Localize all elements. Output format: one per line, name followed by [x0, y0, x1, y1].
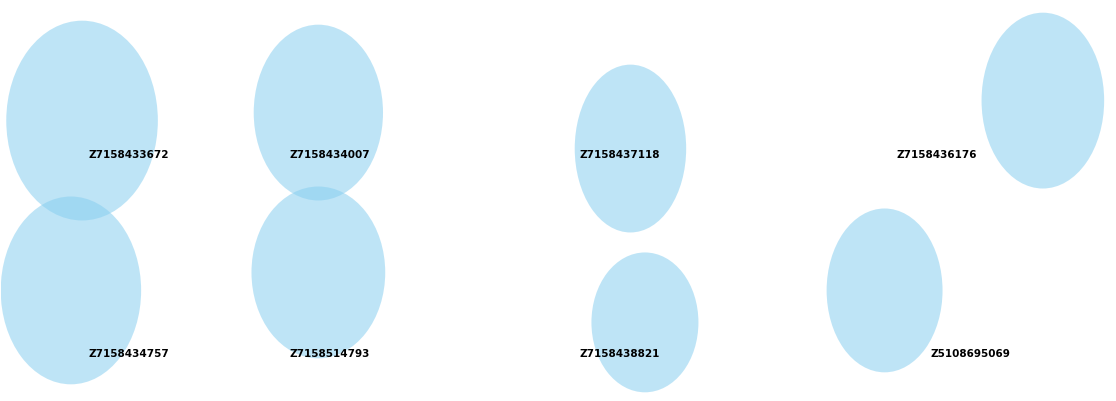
Text: Z5108695069: Z5108695069: [931, 349, 1010, 359]
Ellipse shape: [7, 21, 157, 221]
Ellipse shape: [827, 209, 943, 373]
Text: Z7158437118: Z7158437118: [579, 150, 660, 160]
Text: Z7158434757: Z7158434757: [88, 349, 170, 359]
Text: Z7158434007: Z7158434007: [289, 150, 369, 160]
Ellipse shape: [1, 196, 141, 384]
Ellipse shape: [253, 25, 383, 200]
Text: Z7158438821: Z7158438821: [579, 349, 660, 359]
Text: Z7158514793: Z7158514793: [289, 349, 369, 359]
Ellipse shape: [591, 253, 699, 392]
Ellipse shape: [982, 13, 1104, 188]
Text: Z7158433672: Z7158433672: [88, 150, 170, 160]
Ellipse shape: [575, 65, 686, 233]
Text: Z7158436176: Z7158436176: [897, 150, 978, 160]
Ellipse shape: [251, 186, 385, 358]
